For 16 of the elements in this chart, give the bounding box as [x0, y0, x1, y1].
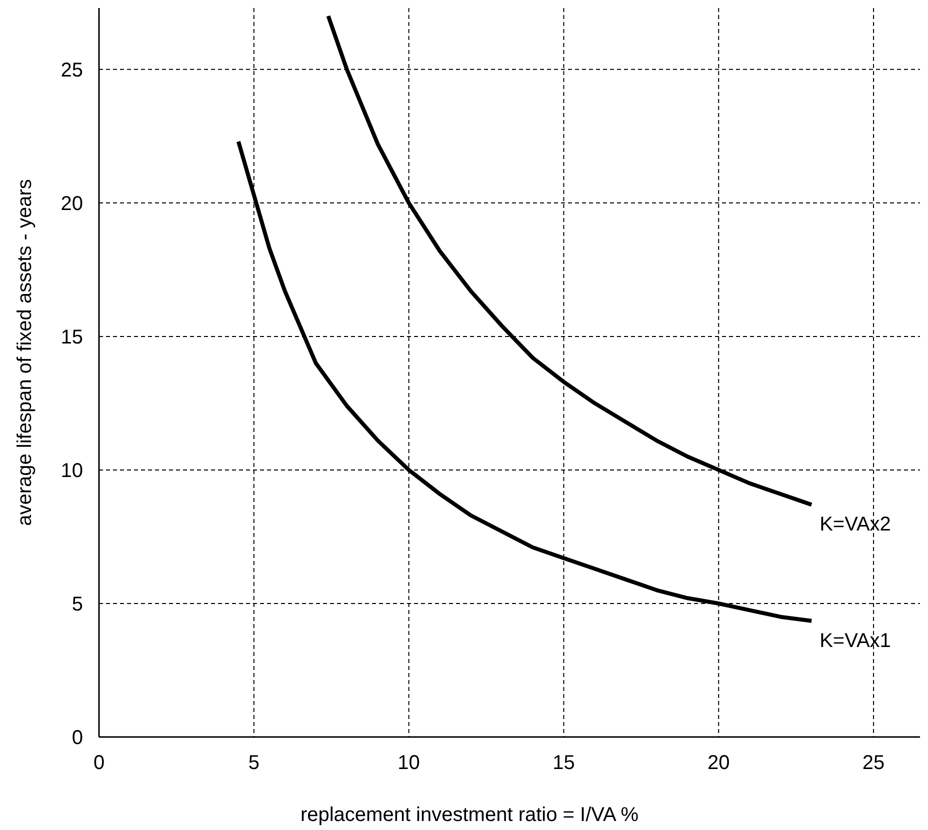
x-tick-label: 0 [93, 752, 105, 774]
x-axis-title: replacement investment ratio = I/VA % [300, 804, 639, 826]
y-tick-label: 10 [60, 460, 83, 482]
y-tick-label: 5 [72, 593, 83, 616]
x-tick-label: 15 [552, 752, 575, 774]
series-label: K=VAx1 [820, 630, 891, 652]
x-tick-label: 20 [708, 752, 730, 774]
series-label: K=VAx2 [820, 514, 891, 536]
x-tick-label: 25 [862, 752, 885, 774]
y-tick-label: 20 [60, 192, 83, 215]
y-tick-label: 0 [72, 727, 83, 749]
y-axis-title: average lifespan of fixed assets - years [14, 179, 36, 526]
y-tick-label: 25 [60, 59, 83, 82]
x-tick-label: 5 [248, 752, 260, 774]
y-tick-label: 15 [60, 326, 83, 348]
x-tick-label: 10 [398, 752, 420, 774]
